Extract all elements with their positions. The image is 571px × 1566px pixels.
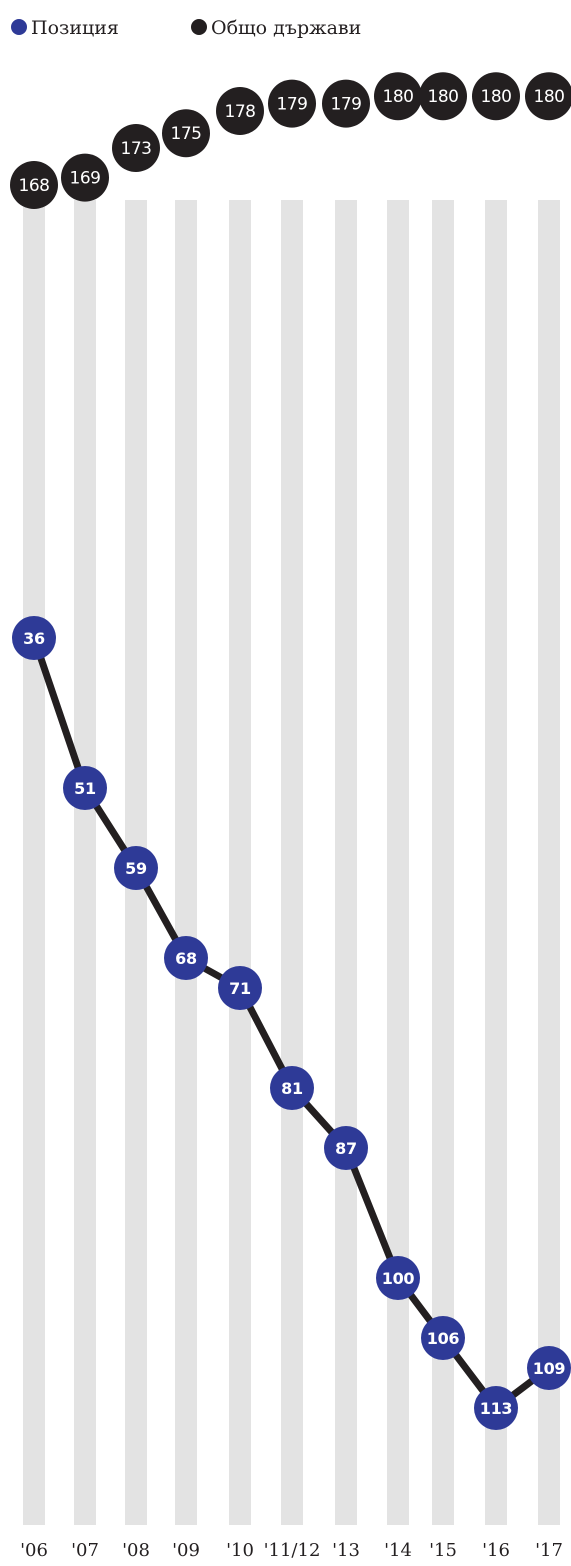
total-value-label: 168: [19, 176, 50, 196]
rank-marker: [324, 1126, 368, 1170]
rank-point: 81: [270, 1066, 314, 1110]
total-value-label: 179: [331, 95, 362, 115]
rank-point: 109: [527, 1346, 571, 1390]
rank-marker: [218, 966, 262, 1010]
total-marker: [419, 72, 467, 121]
rank-marker: [474, 1386, 518, 1430]
x-tick-label: '15: [429, 1540, 457, 1561]
total-point: 179: [268, 79, 316, 128]
x-axis-ticks: '06 '07 '08 '09 '10 '11/12 '13 '14 '15 '16 '17: [20, 1540, 563, 1561]
x-tick-label: '16: [482, 1540, 510, 1561]
rank-value-label: 51: [74, 779, 96, 798]
rank-point: 68: [164, 936, 208, 980]
legend: Позиция Общо държави: [11, 17, 361, 39]
total-point: 180: [525, 72, 571, 121]
rank-point: 51: [63, 766, 107, 810]
rank-marker: [164, 936, 208, 980]
total-marker: [162, 109, 210, 158]
total-value-label: 173: [121, 139, 152, 159]
column-bar: [432, 200, 454, 1525]
x-tick-label: '11/12: [264, 1540, 321, 1561]
rank-point: 36: [12, 616, 56, 660]
legend-item-rank: Позиция: [11, 17, 119, 39]
rank-value-label: 106: [427, 1329, 460, 1348]
rank-value-label: 87: [335, 1139, 357, 1158]
total-value-label: 169: [70, 169, 101, 189]
x-tick-label: '14: [384, 1540, 412, 1561]
total-marker: [10, 161, 58, 209]
x-tick-label: '17: [535, 1540, 563, 1561]
legend-label-total: Общо държави: [211, 17, 361, 39]
total-marker: [525, 72, 571, 121]
rank-point: 59: [114, 846, 158, 890]
x-tick-label: '13: [332, 1540, 360, 1561]
x-tick-label: '10: [226, 1540, 254, 1561]
total-value-label: 180: [428, 87, 459, 107]
legend-label-rank: Позиция: [31, 17, 119, 39]
column-bar: [23, 200, 45, 1525]
rank-marker: [270, 1066, 314, 1110]
rank-marker: [421, 1316, 465, 1360]
total-marker: [61, 153, 109, 202]
rank-marker: [376, 1256, 420, 1300]
column-bars: [23, 200, 560, 1525]
total-value-label: 180: [534, 87, 565, 107]
x-tick-label: '06: [20, 1540, 48, 1561]
total-value-label: 180: [481, 87, 512, 107]
total-marker: [268, 79, 316, 128]
column-bar: [74, 200, 96, 1525]
legend-item-total: Общо държави: [191, 17, 361, 39]
total-markers: 168 169 173 175 178 179 179 180 180 180 180: [10, 72, 571, 209]
total-marker: [112, 124, 160, 172]
total-value-label: 175: [171, 124, 202, 144]
rank-value-label: 100: [382, 1269, 415, 1288]
rank-value-label: 59: [125, 859, 147, 878]
rank-point: 71: [218, 966, 262, 1010]
rank-value-label: 109: [533, 1359, 566, 1378]
rank-point: 100: [376, 1256, 420, 1300]
rank-point: 87: [324, 1126, 368, 1170]
rank-marker: [63, 766, 107, 810]
total-point: 180: [472, 72, 520, 121]
column-bar: [387, 200, 409, 1525]
column-bar: [175, 200, 197, 1525]
total-value-label: 178: [225, 102, 256, 122]
total-point: 173: [112, 124, 160, 172]
legend-dot-rank-icon: [11, 19, 27, 35]
rank-value-label: 71: [229, 979, 251, 998]
column-bar: [335, 200, 357, 1525]
rank-point: 106: [421, 1316, 465, 1360]
rank-point: 113: [474, 1386, 518, 1430]
rank-marker: [527, 1346, 571, 1390]
total-point: 179: [322, 79, 370, 128]
total-point: 168: [10, 161, 58, 209]
rank-value-label: 36: [23, 629, 45, 648]
rank-value-label: 68: [175, 949, 197, 968]
total-value-label: 180: [383, 87, 414, 107]
x-tick-label: '09: [172, 1540, 200, 1561]
total-marker: [322, 79, 370, 128]
rank-marker: [12, 616, 56, 660]
rank-value-label: 113: [480, 1399, 513, 1418]
total-point: 180: [374, 72, 422, 121]
total-point: 180: [419, 72, 467, 121]
total-marker: [216, 87, 264, 135]
total-point: 175: [162, 109, 210, 158]
column-bar: [281, 200, 303, 1525]
rank-marker: [114, 846, 158, 890]
x-tick-label: '07: [71, 1540, 99, 1561]
total-point: 169: [61, 153, 109, 202]
total-value-label: 179: [277, 95, 308, 115]
column-bar: [538, 200, 560, 1525]
rank-markers: 36 51 59 68 71 81 87 100 106 113 109: [12, 616, 571, 1430]
legend-dot-total-icon: [191, 19, 207, 35]
total-point: 178: [216, 87, 264, 135]
total-marker: [472, 72, 520, 121]
x-tick-label: '08: [122, 1540, 150, 1561]
column-bar: [229, 200, 251, 1525]
rank-value-label: 81: [281, 1079, 303, 1098]
column-bar: [485, 200, 507, 1525]
total-marker: [374, 72, 422, 121]
